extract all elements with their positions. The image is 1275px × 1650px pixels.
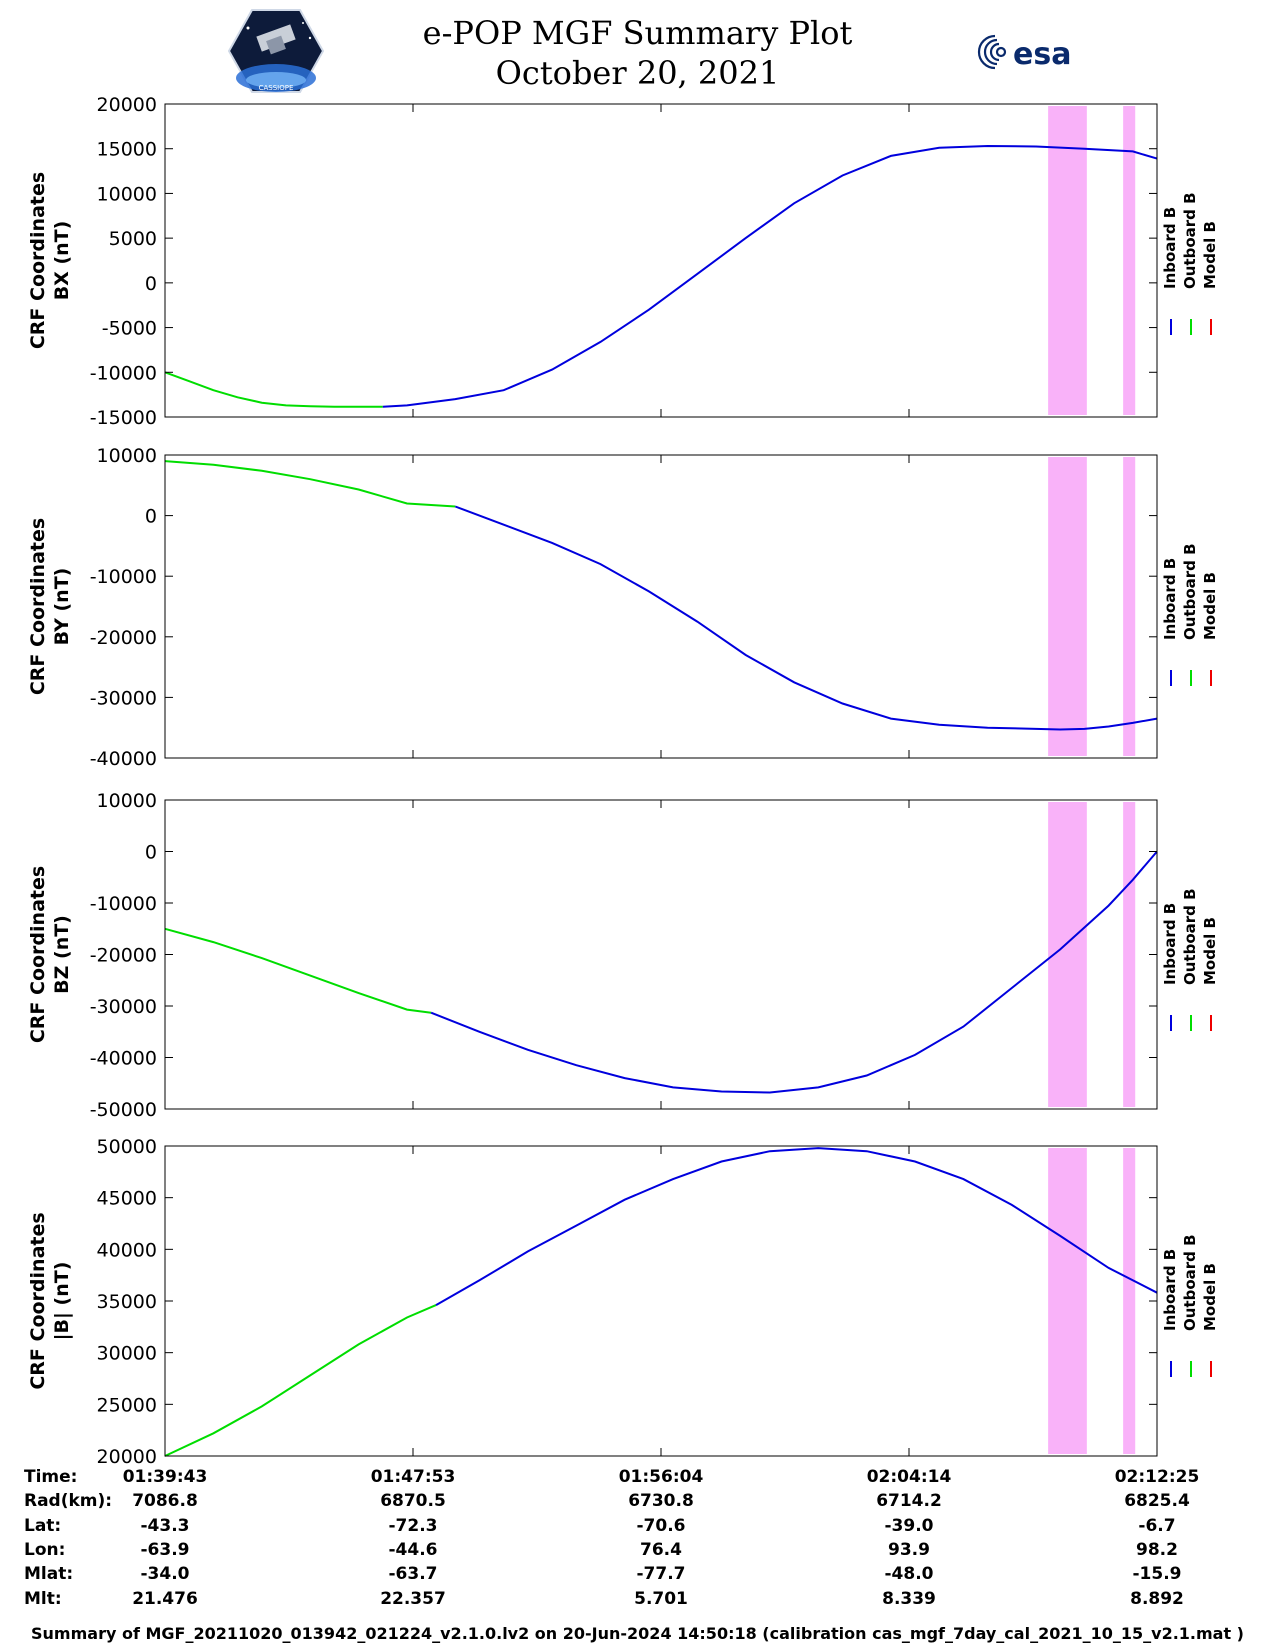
y-tick-label-2: -20000 [90,627,157,649]
y-axis-label-3: CRF Coordinates [27,866,49,1043]
legend-label-1-4: Inboard B [1161,1249,1179,1331]
y-tick-label-1: 10000 [97,183,157,205]
y-tick-label-2: 10000 [97,445,157,467]
legend-label-3-3: Model B [1201,917,1219,985]
title-block: e-POP MGF Summary Plot October 20, 2021 … [0,0,1275,100]
series-line-outboard-2 [164,460,456,508]
y-tick-label-4: 30000 [97,1343,157,1365]
y-tick-label-3: 0 [145,842,157,864]
legend-label-2-3: Outboard B [1181,888,1199,985]
y-axis-label-unit-1: BX (nT) [51,221,73,301]
legend-label-1-1: Inboard B [1161,207,1179,289]
page-subtitle-date: October 20, 2021 [495,54,780,92]
logo-right-text: esa [1013,37,1071,72]
y-tick-label-1: 5000 [109,228,157,250]
y-tick-label-3: -30000 [90,996,157,1018]
shaded-region-1-2 [1123,106,1136,415]
shaded-region-3-2 [1123,802,1136,1107]
series-line-outboard-3 [164,927,432,1014]
shaded-region-4-1 [1048,1148,1087,1454]
series-line-inboard-3 [430,850,1158,1094]
shaded-region-2-1 [1048,457,1087,756]
cassiope-logo: CASSIOPE [228,9,324,93]
y-tick-label-1: 20000 [97,94,157,116]
shaded-region-1-1 [1048,106,1087,415]
shaded-region-4-2 [1123,1148,1136,1454]
esa-logo: esa [977,34,1071,72]
y-tick-label-2: -40000 [90,748,157,770]
legend-label-2-1: Outboard B [1181,192,1199,289]
y-tick-label-1: 0 [145,273,157,295]
plot-frame-3 [164,799,1158,1110]
y-tick-label-4: 25000 [97,1394,157,1416]
footer-summary: Summary of MGF_20211020_013942_021224_v2… [31,1624,1244,1643]
series-line-outboard-4 [164,1304,437,1457]
y-tick-label-3: -40000 [90,1048,157,1070]
y-axis-label-unit-2: BY (nT) [51,568,73,646]
series-line-outboard-1 [164,371,383,408]
y-tick-label-1: -10000 [90,362,157,384]
series-line-inboard-1 [382,144,1158,408]
y-tick-label-1: 15000 [97,139,157,161]
y-tick-label-4: 20000 [97,1446,157,1468]
y-tick-label-4: 40000 [97,1239,157,1261]
y-tick-label-2: -30000 [90,687,157,709]
legend-label-2-2: Outboard B [1181,543,1199,640]
y-tick-label-3: 10000 [97,790,157,812]
shaded-region-2-2 [1123,457,1136,756]
logo-left-text: CASSIOPE [259,84,294,92]
y-axis-label-4: CRF Coordinates [27,1212,49,1389]
y-tick-label-3: -50000 [90,1099,157,1121]
legend-label-3-2: Model B [1201,572,1219,640]
page-title: e-POP MGF Summary Plot [422,14,853,52]
legend-label-2-4: Outboard B [1181,1234,1199,1331]
y-tick-label-4: 50000 [97,1136,157,1158]
plot-frame-2 [164,454,1158,759]
legend-label-3-1: Model B [1201,221,1219,289]
y-axis-label-2: CRF Coordinates [27,518,49,695]
y-axis-label-1: CRF Coordinates [27,172,49,349]
series-line-inboard-2 [454,505,1158,731]
series-line-inboard-4 [435,1147,1158,1306]
y-tick-label-2: 0 [145,506,157,528]
y-tick-label-4: 35000 [97,1291,157,1313]
y-tick-label-1: -5000 [102,318,157,340]
legend-label-1-2: Inboard B [1161,558,1179,640]
y-axis-label-unit-4: |B| (nT) [51,1262,73,1341]
y-tick-label-3: -10000 [90,893,157,915]
y-axis-label-unit-3: BZ (nT) [51,915,73,994]
y-tick-label-2: -10000 [90,566,157,588]
plot-frame-1 [164,103,1158,418]
plot-frame-4 [164,1145,1158,1457]
legend-label-3-4: Model B [1201,1263,1219,1331]
y-tick-label-4: 45000 [97,1188,157,1210]
y-tick-label-3: -20000 [90,945,157,967]
y-tick-label-1: -15000 [90,407,157,429]
legend-label-1-3: Inboard B [1161,903,1179,985]
